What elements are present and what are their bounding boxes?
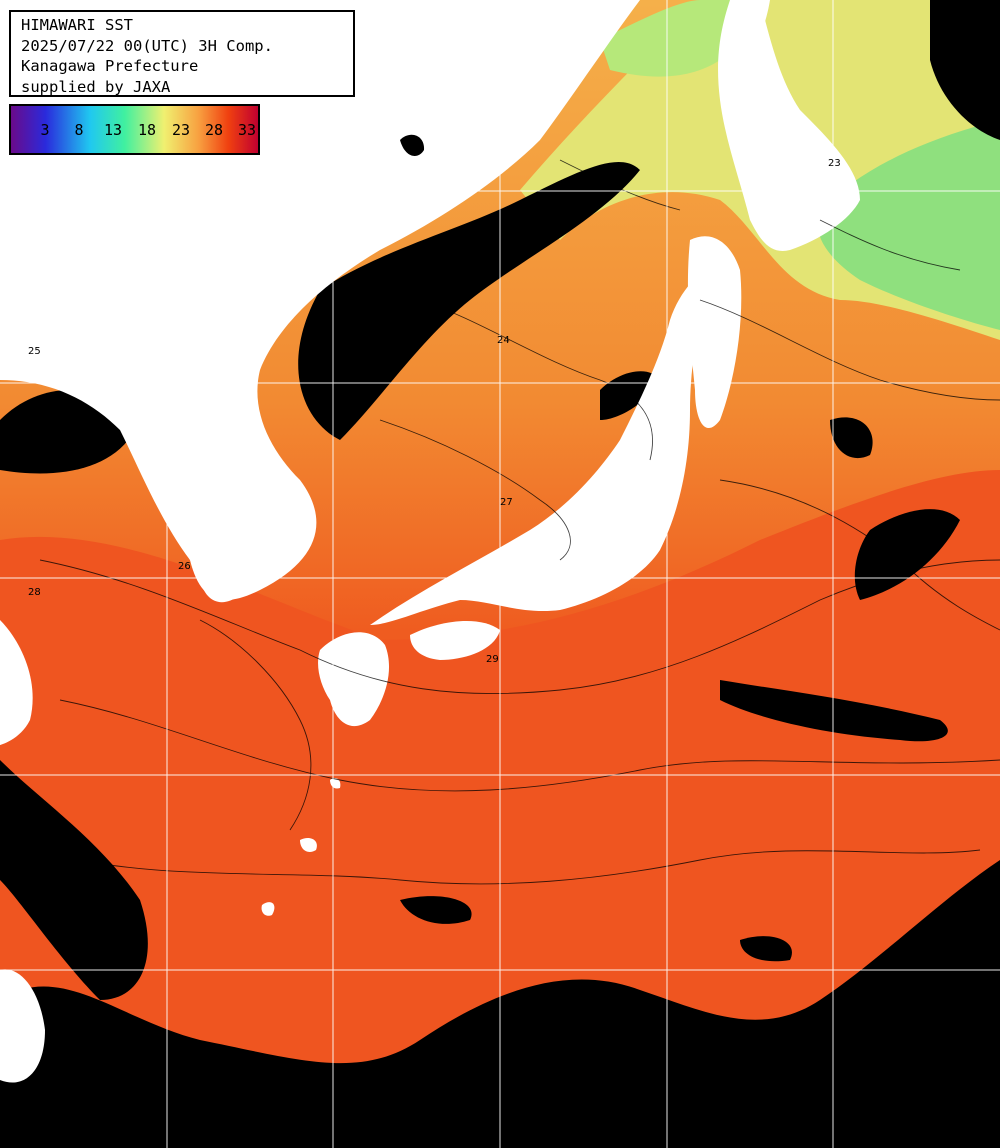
colorbar-tick: 8	[74, 121, 84, 139]
land-korea	[150, 420, 271, 603]
colorbar-tick: 18	[137, 121, 157, 139]
map-info-box: HIMAWARI SST 2025/07/22 00(UTC) 3H Comp.…	[9, 10, 355, 97]
contour-label: 28	[28, 587, 41, 598]
info-region: Kanagawa Prefecture	[21, 57, 199, 75]
contour-label: 26	[178, 561, 191, 572]
contour-labels: 25 26 27 28 24 23 29	[28, 158, 841, 665]
cold-sea-region	[817, 120, 1000, 330]
colorbar-tick: 3	[40, 121, 50, 139]
colorbar-ticks: 3 8 13 18 23 28 33	[11, 106, 258, 153]
contour-label: 29	[486, 654, 499, 665]
land-taiwan	[0, 969, 45, 1083]
colorbar-tick: 13	[103, 121, 123, 139]
colorbar-tick: 33	[237, 121, 257, 139]
land-shikoku	[410, 620, 500, 660]
contour-label: 24	[497, 335, 510, 346]
info-datetime: 2025/07/22 00(UTC) 3H Comp.	[21, 36, 273, 55]
contour-label: 23	[828, 158, 841, 169]
colorbar-tick: 28	[204, 121, 224, 139]
info-source: supplied by JAXA	[21, 77, 171, 96]
contour-label: 25	[28, 346, 41, 357]
colorbar-tick: 23	[171, 121, 191, 139]
colorbar-gradient	[11, 106, 258, 153]
land-hokkaido	[718, 0, 860, 251]
land-sakhalin	[740, 0, 770, 43]
temperature-colorbar: 3 8 13 18 23 28 33	[9, 104, 260, 155]
land-tohoku	[687, 236, 742, 429]
cold-sea-region-2	[600, 0, 740, 77]
land-kyushu	[318, 632, 390, 727]
land-china-coast	[0, 620, 33, 745]
contour-lines	[39, 159, 1000, 885]
land-honshu	[370, 260, 720, 625]
contour-label: 27	[500, 497, 513, 508]
info-title: HIMAWARI SST	[21, 16, 133, 34]
